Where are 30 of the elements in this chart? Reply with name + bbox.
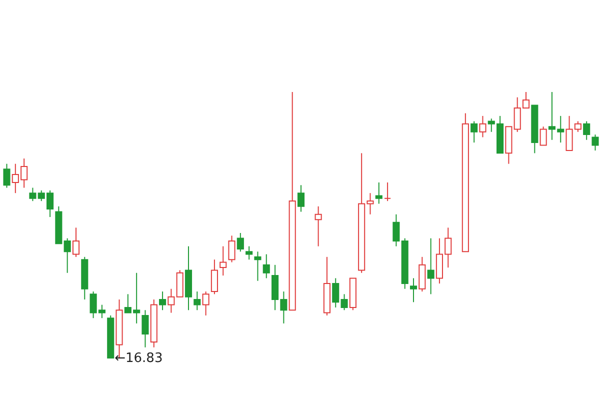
- candlestick: [159, 291, 166, 311]
- candlestick: [583, 120, 590, 140]
- candlestick: [254, 251, 262, 282]
- candlestick: [246, 246, 253, 260]
- candlestick: [194, 291, 201, 311]
- candlestick: [168, 288, 175, 314]
- candlestick: [392, 214, 400, 247]
- candlestick: [176, 270, 184, 298]
- candlestick: [228, 235, 236, 263]
- candlestick: [314, 206, 322, 247]
- candlestick: [142, 310, 149, 348]
- candlestick: [479, 115, 486, 138]
- candlestick: [297, 184, 305, 212]
- candlestick: [210, 259, 218, 295]
- candlestick: [418, 256, 426, 292]
- candlestick: [72, 227, 80, 258]
- candlestick: [64, 238, 71, 274]
- candlestick: [202, 291, 210, 316]
- candlestick: [262, 254, 270, 279]
- annotation: ←16.83: [114, 351, 163, 366]
- candlestick: [236, 232, 244, 252]
- candlestick: [384, 182, 392, 202]
- candlestick: [3, 163, 10, 188]
- candlestick: [592, 134, 599, 152]
- candlestick: [375, 182, 382, 204]
- candlestick: [470, 120, 478, 144]
- candlestick: [410, 278, 418, 303]
- candlestick: [540, 126, 547, 146]
- candlestick: [427, 238, 434, 295]
- candlestick: [220, 246, 227, 276]
